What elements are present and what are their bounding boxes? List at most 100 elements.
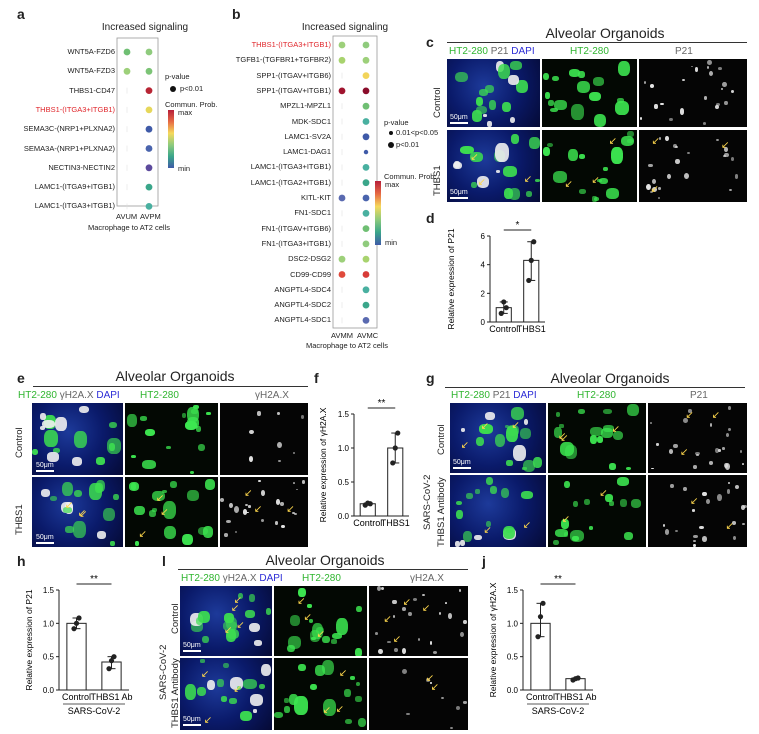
merged-cell <box>484 85 495 93</box>
x-tick-label: Control <box>526 692 555 702</box>
green-cell <box>322 635 330 644</box>
nucleus-spot <box>724 153 729 158</box>
panel-b-dot <box>362 209 370 217</box>
merged-cell <box>239 710 252 721</box>
green-cell <box>554 100 567 110</box>
panel-b-row-label: DSC2-DSG2 <box>288 254 331 264</box>
green-cell <box>294 696 308 715</box>
nucleus-spot <box>658 137 662 140</box>
nucleus-spot <box>458 589 461 592</box>
nucleus-spot <box>462 619 467 625</box>
panel-b-dot <box>362 240 370 248</box>
panel-e-img-merge-control <box>32 403 123 475</box>
merged-cell <box>476 96 484 106</box>
nucleus-spot <box>683 418 688 423</box>
merged-cell <box>61 481 74 496</box>
panel-b-row-label: ANGPTL4-SDC2 <box>274 300 331 310</box>
nucleus-spot <box>387 641 391 644</box>
arrow-icon: ↙ <box>78 509 88 521</box>
arrow-icon: ↙ <box>77 508 87 520</box>
panel-a-xlabel: Macrophage to AT2 cells <box>88 223 170 232</box>
merged-cell <box>503 188 513 200</box>
merged-cell <box>49 496 58 502</box>
panel-a-dot <box>145 203 153 210</box>
panel-b-dot <box>362 317 370 324</box>
green-cell <box>598 177 608 185</box>
nucleus-spot <box>432 651 437 654</box>
data-point <box>537 614 544 620</box>
panel-e-img-gray-thbs1: ↙ ↙ ↙ <box>220 477 308 547</box>
arrow-icon: ↙ <box>316 629 325 641</box>
panel-b-row-label: FN1-(ITGA3+ITGB1) <box>261 238 331 248</box>
merged-cell <box>202 636 209 644</box>
merged-cell <box>96 531 106 539</box>
panel-c-img-gray-control <box>639 59 747 127</box>
merged-cell <box>463 530 472 543</box>
panel-a-legend-min: min <box>178 164 191 173</box>
nucleus-spot <box>692 464 698 469</box>
panel-g-header-merge: HT2-280 P21 DAPI <box>451 390 537 401</box>
green-cell <box>630 499 641 509</box>
merged-cell <box>191 621 204 632</box>
green-cell <box>619 498 627 507</box>
panel-g-img-merge-ab: ↙ ↙ <box>450 475 546 547</box>
arrow-icon: ↙ <box>477 177 486 189</box>
merged-cell <box>47 452 59 462</box>
arrow-icon: ↙ <box>608 136 617 148</box>
green-cell <box>315 665 326 676</box>
y-axis-label: Relative expression of P21 <box>446 228 456 329</box>
merged-cell <box>506 460 513 466</box>
panel-i-side-label: SARS-CoV-2 <box>158 644 169 700</box>
arrow-icon: ↙ <box>483 525 492 537</box>
nucleus-spot <box>706 498 710 504</box>
arrow-icon: ↙ <box>297 596 306 608</box>
panel-a-dot <box>123 48 131 56</box>
green-cell <box>553 171 568 184</box>
arrow-icon: ↙ <box>322 704 331 716</box>
panel-a-letter: a <box>17 6 25 22</box>
panel-a-colorbar <box>168 110 174 168</box>
merged-cell <box>460 146 475 155</box>
data-point <box>73 620 80 626</box>
nucleus-spot <box>702 122 706 125</box>
nucleus-spot <box>447 613 452 619</box>
panel-b-legend-dot-large <box>388 142 394 148</box>
merged-cell <box>466 493 474 499</box>
nucleus-spot <box>662 524 666 528</box>
panel-b-dot <box>338 194 346 202</box>
green-cell <box>310 637 316 641</box>
nucleus-spot <box>406 712 410 715</box>
green-cell <box>604 493 613 502</box>
panel-g-img-green-control: ↙ ↙ ↙ <box>548 403 646 473</box>
nucleus-spot <box>376 586 381 591</box>
panel-g-scalebar: 50μm <box>453 459 471 469</box>
merged-cell <box>479 424 493 435</box>
panel-b-legend-min: min <box>385 238 398 247</box>
panel-b-title: Increased signaling <box>301 22 389 33</box>
arrow-icon: ↙ <box>511 420 520 432</box>
panel-e-title-rule <box>33 386 308 387</box>
merged-cell <box>224 613 235 624</box>
panel-b-legend-dot-small <box>389 131 393 135</box>
nucleus-spot <box>722 447 725 451</box>
panel-c-letter: c <box>426 34 434 50</box>
merged-cell <box>484 412 495 420</box>
panel-g-row2-label: THBS1 Antibody <box>436 477 447 547</box>
panel-a-legend-p1: p<0.01 <box>180 84 204 93</box>
merged-cell <box>508 75 519 86</box>
panel-j-chart: 0.0 0.5 1.0 1.5 Control THBS1 Ab ** Relative ex… <box>488 574 597 716</box>
merged-cell <box>485 521 491 528</box>
nucleus-spot <box>693 544 696 547</box>
green-cell <box>191 408 198 414</box>
green-cell <box>615 100 630 116</box>
green-cell <box>134 505 145 516</box>
green-cell <box>345 718 353 725</box>
merged-cell <box>236 685 241 690</box>
green-cell <box>543 147 551 156</box>
merged-cell <box>44 429 58 447</box>
data-point <box>395 430 401 436</box>
merged-cell <box>529 136 540 150</box>
arrow-icon: ↙ <box>591 174 600 186</box>
green-cell <box>274 711 284 718</box>
merged-cell <box>250 694 264 707</box>
